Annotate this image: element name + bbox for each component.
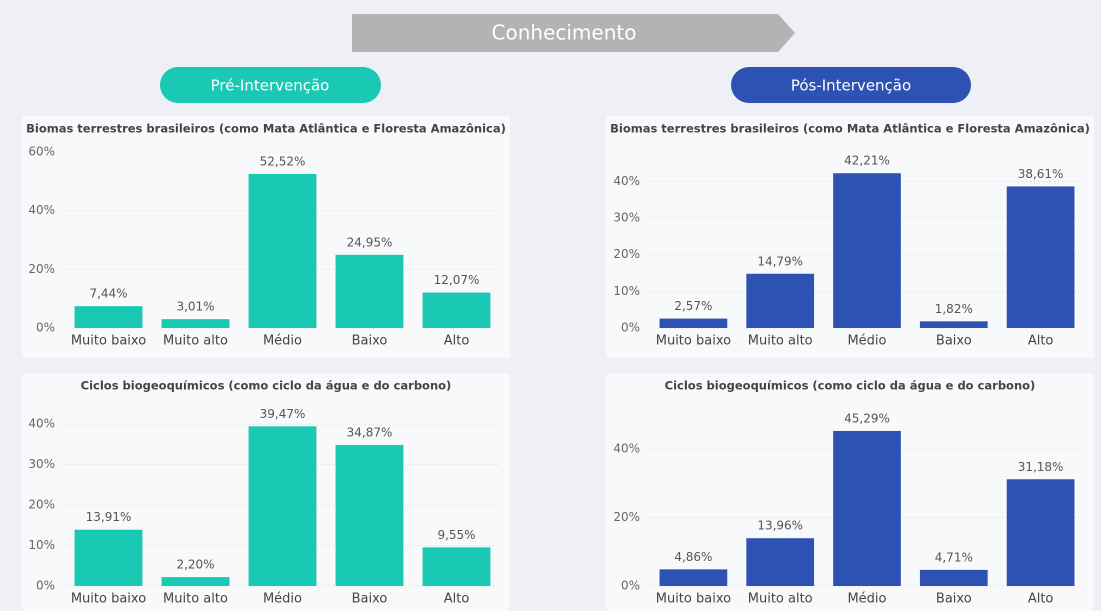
x-tick-label: Alto (1028, 592, 1054, 607)
value-label: 7,44% (89, 287, 127, 301)
value-label: 12,07% (434, 273, 480, 287)
bar (74, 306, 143, 328)
x-tick-label: Alto (444, 334, 470, 349)
y-tick-label: 10% (28, 538, 55, 552)
bar (161, 577, 230, 586)
x-tick-label: Muito alto (748, 592, 813, 607)
bar (161, 319, 230, 328)
y-tick-label: 0% (621, 579, 640, 593)
x-tick-label: Médio (263, 592, 302, 607)
header-arrow (352, 14, 795, 52)
bar (248, 173, 317, 328)
x-tick-label: Baixo (352, 592, 388, 607)
x-tick-label: Muito baixo (71, 334, 146, 349)
chart-title: Ciclos biogeoquímicos (como ciclo da águ… (665, 379, 1036, 393)
x-tick-label: Médio (263, 334, 302, 349)
y-tick-label: 40% (613, 442, 640, 456)
bar (833, 430, 901, 586)
x-tick-label: Médio (847, 334, 886, 349)
bar (422, 547, 491, 586)
value-label: 31,18% (1018, 460, 1064, 474)
bar (833, 173, 901, 328)
y-tick-label: 20% (28, 262, 55, 276)
x-tick-label: Médio (847, 592, 886, 607)
x-tick-label: Muito alto (163, 592, 228, 607)
value-label: 14,79% (757, 254, 803, 268)
y-tick-label: 20% (28, 498, 55, 512)
y-tick-label: 30% (613, 211, 640, 225)
value-label: 42,21% (844, 154, 890, 168)
x-tick-label: Baixo (936, 334, 972, 349)
value-label: 4,71% (935, 550, 973, 564)
bar (248, 426, 317, 586)
bar (659, 569, 728, 586)
y-tick-label: 20% (613, 510, 640, 524)
value-label: 38,61% (1018, 167, 1064, 181)
x-tick-label: Baixo (936, 592, 972, 607)
value-label: 45,29% (844, 411, 890, 425)
x-tick-label: Alto (444, 592, 470, 607)
y-tick-label: 0% (621, 321, 640, 335)
bar (919, 569, 988, 586)
y-tick-label: 40% (28, 417, 55, 431)
value-label: 2,20% (176, 558, 214, 572)
value-label: 24,95% (347, 235, 393, 249)
pre-pill (160, 67, 381, 103)
x-tick-label: Alto (1028, 334, 1054, 349)
value-label: 13,96% (757, 519, 803, 533)
post-pill (731, 67, 971, 103)
header-title: Conhecimento (492, 21, 637, 45)
pre-label: Pré-Intervenção (211, 77, 330, 95)
y-tick-label: 20% (613, 247, 640, 261)
post-label: Pós-Intervenção (791, 77, 911, 95)
bar (659, 318, 728, 328)
y-tick-label: 30% (28, 457, 55, 471)
bar (1006, 479, 1075, 586)
y-tick-label: 0% (36, 321, 55, 335)
x-tick-label: Muito baixo (656, 592, 731, 607)
x-tick-label: Muito baixo (656, 334, 731, 349)
bar (422, 292, 491, 328)
y-tick-label: 40% (613, 174, 640, 188)
value-label: 2,57% (674, 299, 712, 313)
bar (746, 538, 815, 586)
bar (919, 321, 988, 328)
chart-title: Biomas terrestres brasileiros (como Mata… (26, 122, 506, 136)
bar (746, 273, 815, 328)
bar (335, 254, 404, 328)
bar (335, 444, 404, 586)
x-tick-label: Muito baixo (71, 592, 146, 607)
value-label: 34,87% (347, 425, 393, 439)
y-tick-label: 0% (36, 579, 55, 593)
value-label: 4,86% (674, 550, 712, 564)
chart-title: Ciclos biogeoquímicos (como ciclo da águ… (81, 379, 452, 393)
value-label: 13,91% (86, 510, 132, 524)
y-tick-label: 60% (28, 145, 55, 159)
value-label: 39,47% (260, 407, 306, 421)
y-tick-label: 10% (613, 284, 640, 298)
value-label: 9,55% (437, 528, 475, 542)
bar (1006, 186, 1075, 328)
value-label: 3,01% (176, 300, 214, 314)
value-label: 1,82% (935, 302, 973, 316)
x-tick-label: Muito alto (748, 334, 813, 349)
bar (74, 529, 143, 586)
y-tick-label: 40% (28, 203, 55, 217)
chart-title: Biomas terrestres brasileiros (como Mata… (610, 122, 1090, 136)
x-tick-label: Muito alto (163, 334, 228, 349)
x-tick-label: Baixo (352, 334, 388, 349)
value-label: 52,52% (260, 154, 306, 168)
